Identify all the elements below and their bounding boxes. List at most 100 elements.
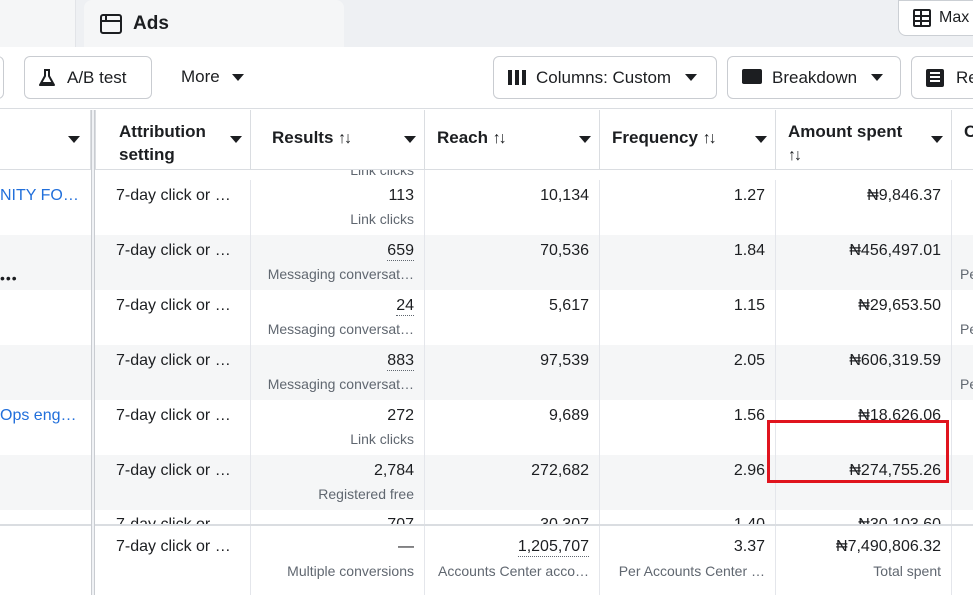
more-button[interactable]: More — [181, 67, 244, 87]
table-row[interactable]: 7-day click or … 2,784 Registered free 272,… — [0, 455, 973, 510]
amount-value: ₦456,497.01 — [849, 242, 941, 259]
sort-icon[interactable]: ↑↓ — [492, 130, 507, 147]
ads-table: Attribution setting Results ↑↓ Reach ↑↓ … — [0, 110, 973, 595]
sort-icon[interactable]: ↑↓ — [338, 130, 352, 147]
columns-button[interactable]: Columns: Custom — [493, 56, 717, 99]
table-grid-icon — [913, 9, 931, 27]
column-header-amount-spent[interactable]: Amount spent ↑↓ — [776, 110, 952, 170]
tab-previous[interactable] — [0, 0, 76, 47]
toolbar-cut-button[interactable] — [0, 56, 4, 99]
result-value[interactable]: 24 — [396, 297, 414, 316]
ad-name-link[interactable]: Ops eng… — [0, 407, 77, 424]
column-header-results[interactable]: Results ↑↓ — [251, 110, 425, 170]
result-value: 2,784 — [373, 462, 414, 479]
result-value: 272 — [387, 407, 414, 424]
amount-value: ₦30,103.60 — [858, 516, 941, 524]
sort-icon[interactable]: ↑↓ — [788, 147, 802, 164]
reach-value: 10,134 — [540, 187, 589, 204]
reach-value: 30,307 — [540, 516, 589, 524]
summary-attribution: 7-day click or … — [116, 538, 231, 555]
table-row[interactable]: 7-day click or … 24 Messaging conversat… 5,… — [0, 290, 973, 345]
ad-name-link[interactable]: NITY FO… — [0, 187, 79, 204]
column-header-attribution[interactable]: Attribution setting — [95, 110, 251, 170]
reach-value: 272,682 — [531, 462, 589, 479]
frequency-value: 1.84 — [733, 242, 765, 259]
result-type: Link clicks — [350, 170, 414, 178]
result-type: Link clicks — [350, 431, 414, 447]
table-row[interactable]: NITY FO… 7-day click or … 113 Link clicks 10… — [0, 180, 973, 235]
more-options-icon[interactable]: ••• — [0, 270, 18, 286]
column-header-frequency[interactable]: Frequency ↑↓ — [600, 110, 776, 170]
max-button-label: Max — [939, 9, 970, 26]
chevron-down-icon[interactable] — [68, 136, 80, 143]
next-header-label: C — [964, 122, 973, 141]
summary-reach[interactable]: 1,205,707 — [517, 538, 589, 557]
summary-frequency: 3.37 — [733, 538, 765, 555]
flask-icon — [39, 68, 55, 86]
sort-icon[interactable]: ↑↓ — [702, 130, 717, 147]
reports-label: Re — [956, 67, 973, 87]
breakdown-button[interactable]: Breakdown — [727, 56, 901, 99]
attribution-cell: 7-day click or … — [116, 187, 231, 204]
frequency-header-label: Frequency — [612, 128, 698, 147]
table-row[interactable]: Ops eng… 7-day click or … 272 Link clicks 9,… — [0, 400, 973, 455]
ab-test-button[interactable]: A/B test — [24, 56, 152, 99]
chevron-down-icon[interactable] — [230, 136, 242, 143]
table-row-partial-top: Link clicks — [0, 170, 973, 180]
reports-icon — [926, 68, 944, 87]
frequency-value: 2.05 — [733, 352, 765, 369]
result-type: Messaging conversat… — [267, 321, 414, 337]
summary-amount: ₦7,490,806.32 — [836, 538, 941, 555]
amount-value: ₦274,755.26 — [849, 462, 941, 479]
tab-ads-label: Ads — [133, 12, 169, 34]
result-value[interactable]: 883 — [387, 352, 414, 371]
amount-value: ₦606,319.59 — [849, 352, 941, 369]
summary-amount-sub: Total spent — [873, 563, 941, 579]
columns-icon — [508, 70, 526, 85]
tab-ads[interactable]: Ads — [84, 0, 344, 47]
columns-label: Columns: Custom — [536, 67, 672, 87]
tab-strip: Ads Max — [0, 0, 973, 47]
results-header-label: Results — [272, 128, 334, 147]
column-header-name[interactable] — [0, 110, 91, 170]
reach-value: 5,617 — [548, 297, 589, 314]
result-value[interactable]: 659 — [387, 242, 414, 261]
chevron-down-icon[interactable] — [404, 136, 416, 143]
reach-header-label: Reach — [437, 128, 489, 147]
amount-value: ₦9,846.37 — [867, 187, 941, 204]
result-value: 113 — [388, 187, 414, 204]
summary-reach-sub: Accounts Center acco… — [438, 563, 589, 579]
chevron-down-icon[interactable] — [579, 136, 591, 143]
frequency-value: 1.56 — [733, 407, 765, 424]
column-header-next[interactable]: C — [952, 110, 973, 170]
frequency-value: 1.27 — [733, 187, 765, 204]
frequency-value: 1.15 — [733, 297, 765, 314]
table-row[interactable]: 7-day click or … 659 Messaging conversat… 7… — [0, 235, 973, 290]
attribution-cell: 7-day click or … — [116, 407, 231, 424]
more-label: More — [181, 67, 220, 86]
result-type: Link clicks — [350, 211, 414, 227]
next-column-value: Pe — [960, 376, 973, 392]
amount-value: ₦29,653.50 — [858, 297, 941, 314]
amount-header-label: Amount spent — [788, 122, 903, 141]
result-value: 707 — [387, 516, 414, 524]
chevron-down-icon[interactable] — [931, 136, 943, 143]
attribution-cell: 7-day click or — [116, 516, 210, 524]
summary-frequency-sub: Per Accounts Center … — [618, 563, 765, 579]
table-row-partial-bottom: 7-day click or 707 30,307 1.40 ₦30,103.6… — [0, 510, 973, 524]
next-column-value: Pe — [960, 321, 973, 337]
summary-result: — — [398, 538, 414, 555]
table-row[interactable]: 7-day click or … 883 Messaging conversat… 9… — [0, 345, 973, 400]
chevron-down-icon — [231, 73, 244, 81]
amount-value: ₦18,626.06 — [858, 407, 941, 424]
result-type: Registered free — [318, 486, 414, 502]
chevron-down-icon[interactable] — [755, 136, 767, 143]
summary-result-type: Multiple conversions — [287, 563, 414, 579]
toolbar: A/B test More Columns: Custom Breakdown … — [0, 47, 973, 109]
column-header-reach[interactable]: Reach ↑↓ — [425, 110, 600, 170]
breakdown-label: Breakdown — [772, 67, 858, 87]
reports-button[interactable]: Re — [911, 56, 973, 99]
chevron-down-icon — [871, 74, 884, 81]
column-resize-handle[interactable] — [91, 110, 95, 595]
max-button[interactable]: Max — [898, 0, 973, 36]
